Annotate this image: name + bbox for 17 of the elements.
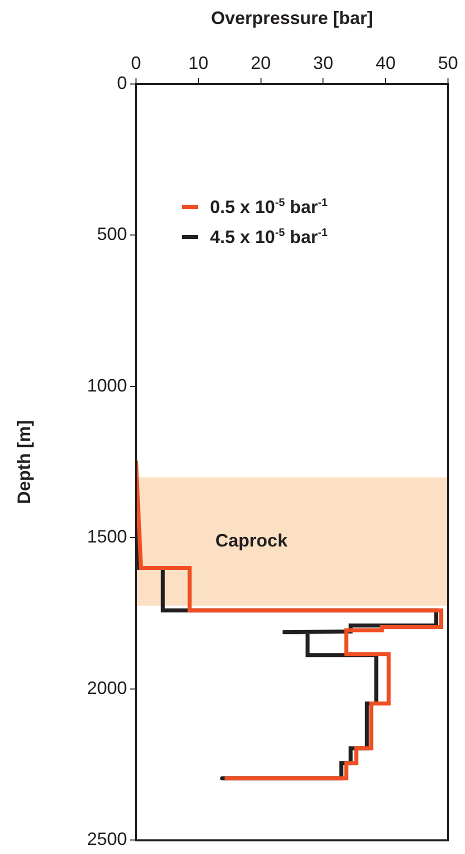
x-tick-label: 40 (376, 53, 396, 74)
y-tick-label: 1500 (86, 526, 127, 547)
legend-label: 4.5 x 10$^{-5}$ bar$^{-1}$ (210, 226, 328, 248)
y-axis-title: Depth [m] (14, 420, 34, 504)
legend-label: 0.5 x 10$^{-5}$ bar$^{-1}$ (210, 196, 328, 218)
y-tick-label: 2000 (86, 678, 127, 698)
y-tick-label: 1000 (86, 375, 127, 396)
y-tick-label: 0 (116, 72, 127, 93)
x-axis-title: Overpressure [bar] (210, 8, 374, 28)
x-tick-label: 0 (130, 53, 142, 74)
x-tick-label: 10 (188, 53, 208, 74)
x-tick-label: 20 (250, 53, 271, 74)
band-label: Caprock (215, 530, 288, 550)
y-tick-label: 2500 (86, 829, 127, 850)
x-tick-label: 50 (438, 53, 458, 74)
y-tick-label: 500 (96, 224, 127, 244)
x-tick-label: 30 (313, 53, 334, 74)
